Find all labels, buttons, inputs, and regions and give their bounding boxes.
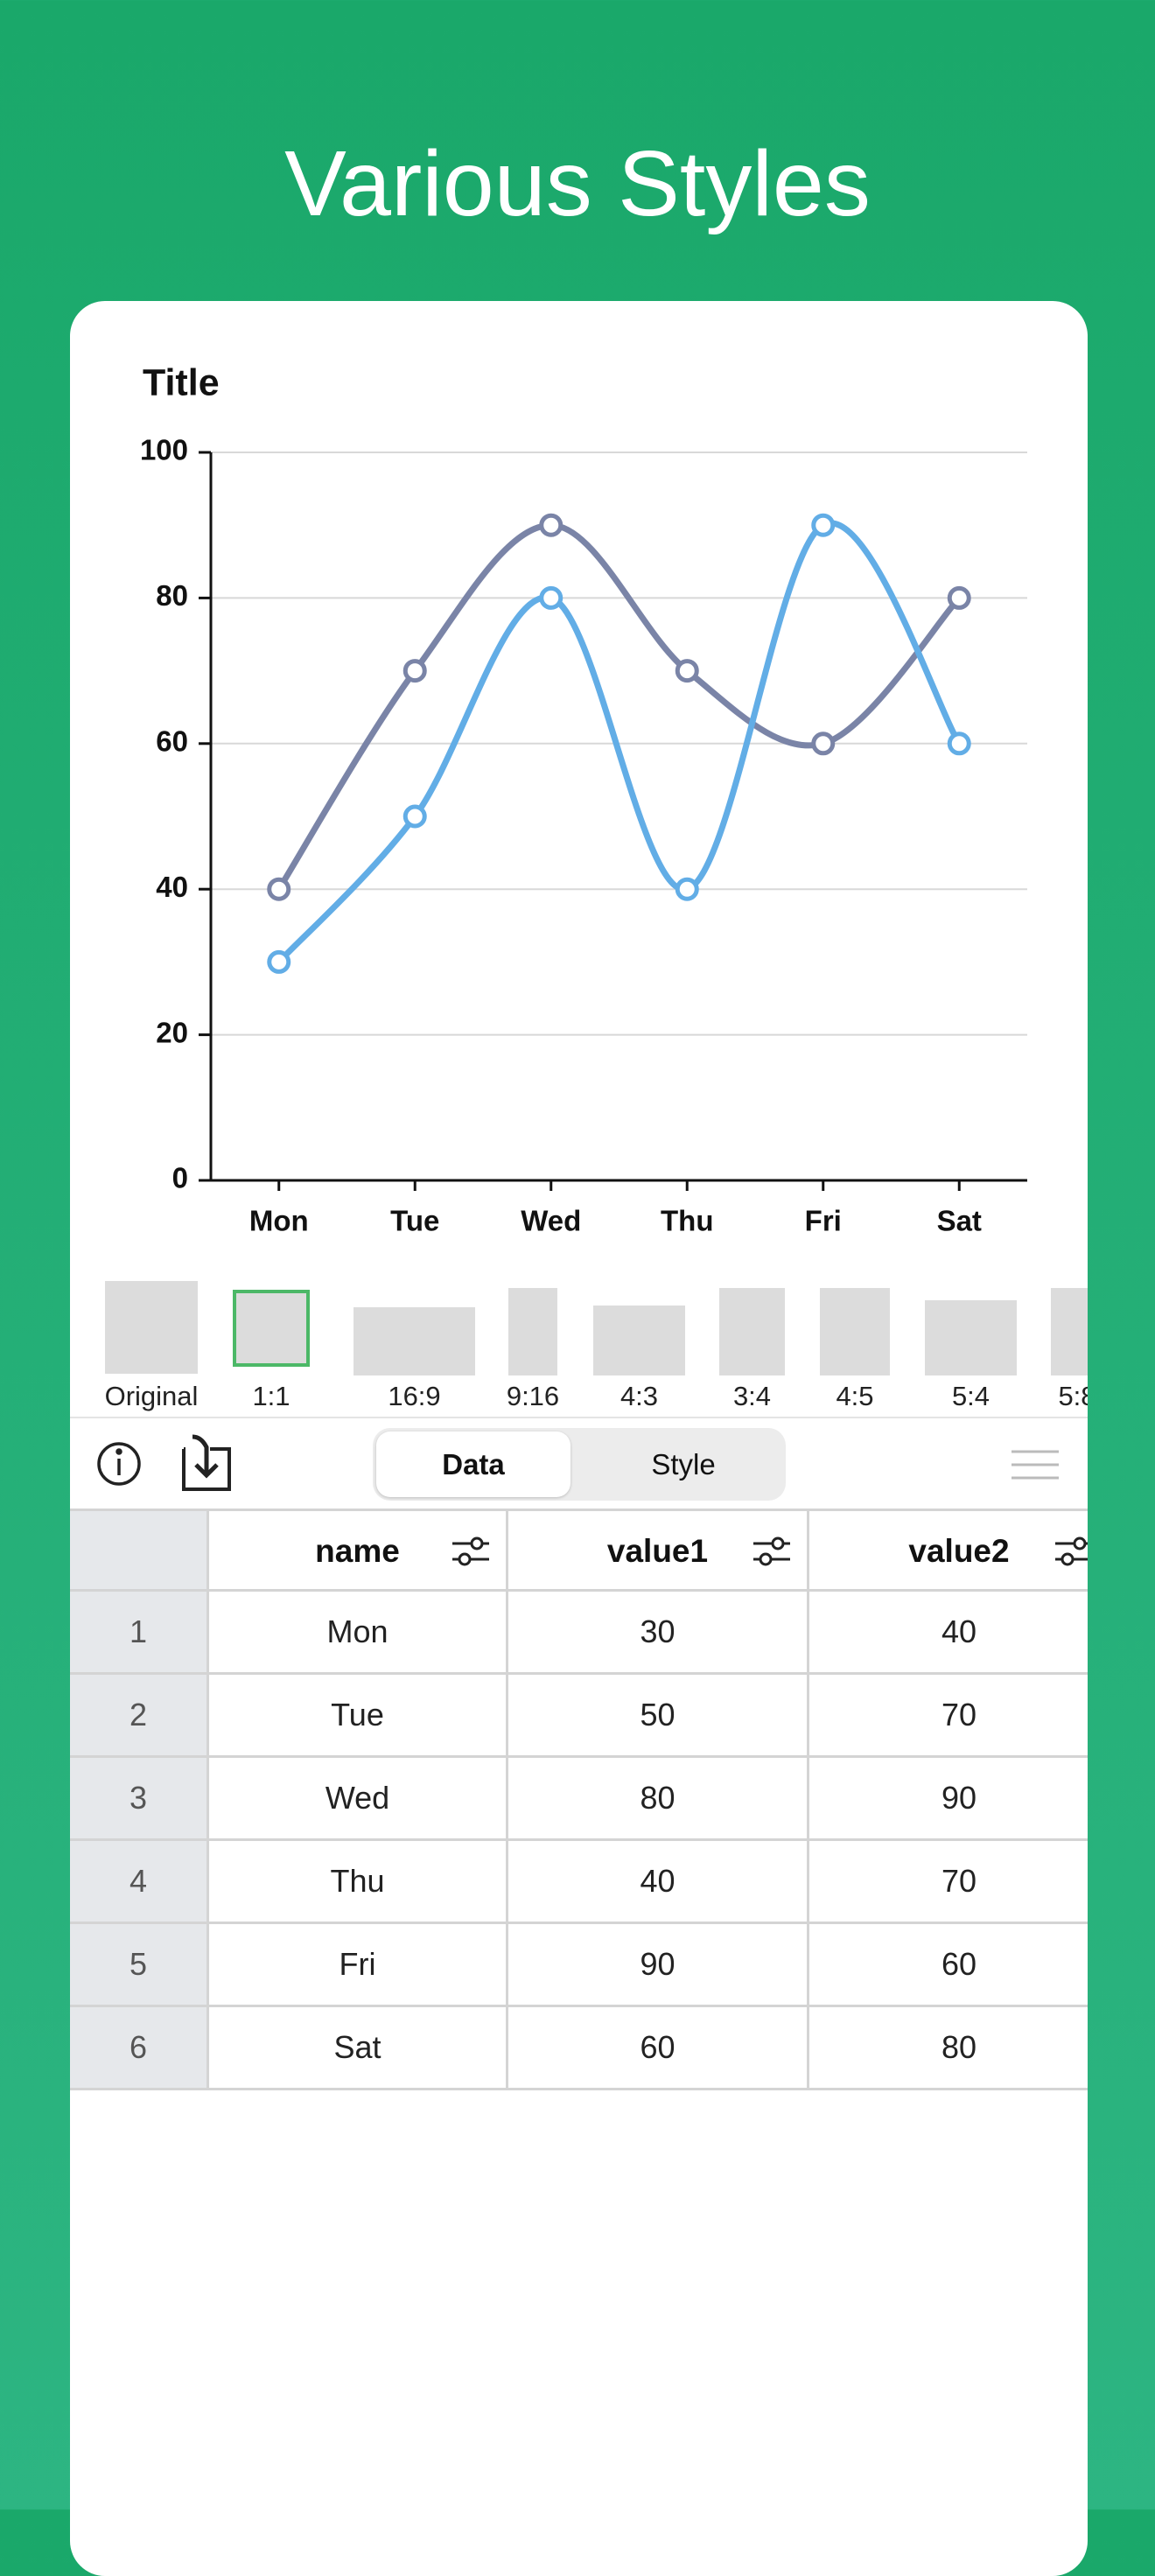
tab[interactable]: Data (376, 1432, 570, 1497)
filter-icon[interactable] (752, 1530, 794, 1572)
tab[interactable]: Style (651, 1448, 716, 1480)
ratio-label: 5:4 (951, 1381, 990, 1411)
ratio-label: Original (104, 1381, 199, 1411)
table-cell: Sat (209, 2007, 508, 2090)
ratio-thumb[interactable] (820, 1288, 890, 1376)
table-cell: 90 (809, 1758, 1088, 1841)
table-cell: 60 (508, 2007, 809, 2090)
table-cell: 30 (508, 1592, 809, 1675)
x-tick-label: Tue (390, 1205, 439, 1237)
point-marker (539, 585, 564, 610)
filter-icon[interactable] (1054, 1530, 1088, 1572)
table-cell: 80 (508, 1758, 809, 1841)
chart: Title 0 20 40 60 80 100 Mon Tue Wed Thu Fri Sat (140, 361, 1027, 1237)
ratio-thumb[interactable] (354, 1307, 475, 1376)
point-marker (675, 877, 699, 901)
point-marker (267, 949, 291, 974)
row-number: 6 (70, 2007, 209, 2090)
row-number: 5 (70, 1924, 209, 2007)
ratio-thumb[interactable] (105, 1281, 198, 1374)
point-marker (947, 585, 971, 610)
table-cell: Wed (209, 1758, 508, 1841)
row-number: 1 (70, 1592, 209, 1675)
y-tick-label: 100 (140, 434, 188, 466)
table-cell: 50 (508, 1675, 809, 1758)
y-tick-label: 60 (156, 725, 188, 758)
ratio-label: 4:5 (836, 1381, 874, 1411)
column-header: name (209, 1508, 508, 1592)
row-number: 3 (70, 1758, 209, 1841)
y-tick-label: 80 (156, 579, 188, 612)
point-marker (811, 732, 836, 756)
point-marker (267, 877, 291, 901)
ratio-thumb[interactable] (233, 1290, 310, 1367)
segmented-control: Data Style (373, 1428, 786, 1501)
x-tick-label: Fri (805, 1205, 842, 1237)
page-title: Various Styles (284, 132, 871, 235)
info-icon[interactable] (97, 1442, 141, 1486)
ratio-label: 1:1 (252, 1381, 290, 1411)
ratio-label: 16:9 (388, 1381, 441, 1411)
ratio-thumb[interactable] (1051, 1288, 1088, 1376)
ratio-label: 5:8 (1058, 1381, 1088, 1411)
y-tick-label: 40 (156, 871, 188, 903)
table-cell: 70 (809, 1675, 1088, 1758)
page: {"header": {"title": "Various Styles"}, … (0, 0, 1155, 2510)
point-marker (539, 513, 564, 537)
column-header: value1 (508, 1508, 809, 1592)
point-marker (675, 659, 699, 683)
filter-icon[interactable] (451, 1530, 493, 1572)
point-marker (402, 659, 427, 683)
y-tick-label: 20 (156, 1016, 188, 1048)
ratio-thumb[interactable] (719, 1288, 785, 1376)
x-tick-label: Thu (661, 1205, 713, 1237)
point-marker (811, 513, 836, 537)
table-cell: 40 (508, 1841, 809, 1924)
table-cell: Mon (209, 1592, 508, 1675)
ratio-label: 4:3 (620, 1381, 659, 1411)
ratio-thumb[interactable] (508, 1288, 557, 1376)
screen: Various Styles Title 0 20 40 60 80 100 Mon Tue W… (0, 0, 1155, 2510)
chart-title: Title (143, 361, 220, 403)
point-marker (402, 804, 427, 829)
x-tick-label: Mon (249, 1205, 309, 1237)
menu-icon[interactable] (1012, 1450, 1059, 1480)
table-cell: Thu (209, 1841, 508, 1924)
corner-cell (70, 1508, 209, 1592)
point-marker (947, 732, 971, 756)
x-tick-label: Wed (521, 1205, 581, 1237)
ratio-thumb[interactable] (593, 1306, 685, 1376)
ratio-label: 3:4 (732, 1381, 772, 1411)
table-cell: 80 (809, 2007, 1088, 2090)
x-tick-label: Sat (937, 1205, 982, 1237)
column-header: value2 (809, 1508, 1088, 1592)
row-number: 4 (70, 1841, 209, 1924)
separator (70, 1417, 1088, 1418)
table-cell: 90 (508, 1924, 809, 2007)
ratio-label: 9:16 (506, 1381, 560, 1411)
card: Title 0 20 40 60 80 100 Mon Tue Wed Thu Fri Sat Ori… (70, 301, 1088, 2576)
ratio-thumb[interactable] (925, 1300, 1017, 1376)
import-icon[interactable] (182, 1434, 231, 1491)
table-cell: Fri (209, 1924, 508, 2007)
row-number: 2 (70, 1675, 209, 1758)
table-cell: 70 (809, 1841, 1088, 1924)
series-line (276, 522, 962, 892)
table-cell: 60 (809, 1924, 1088, 2007)
y-tick-label: 0 (172, 1162, 188, 1194)
table-cell: 40 (809, 1592, 1088, 1675)
table-cell: Tue (209, 1675, 508, 1758)
toolbar-icons (97, 1434, 1059, 1491)
